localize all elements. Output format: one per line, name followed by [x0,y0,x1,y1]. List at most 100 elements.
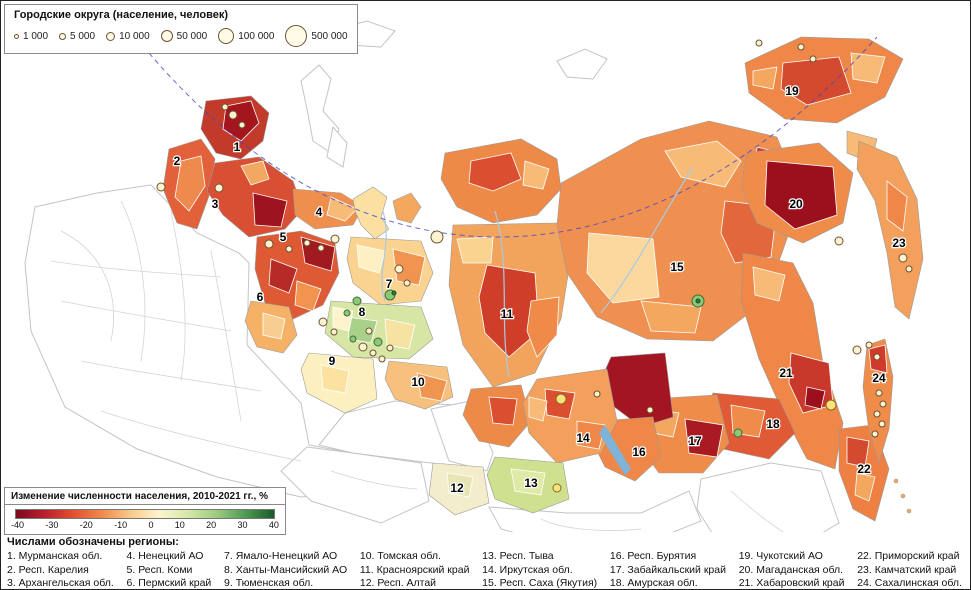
city-size-legend: Городские округа (население, человек) 1 … [4,4,358,54]
map-region-number: 6 [257,290,264,304]
map-region-number: 2 [174,154,181,168]
region-list-item: 3. Архангельская обл. [7,577,114,589]
city-marker [403,279,411,287]
circle-legend-item: 50 000 [160,30,208,42]
region-list-item: 2. Респ. Карелия [7,563,89,576]
map-region-number: 12 [450,481,464,495]
map-region-number: 1 [234,140,241,154]
color-legend-tick: 40 [268,520,279,530]
city-marker [825,399,837,411]
city-marker [156,182,166,192]
circle-legend-label: 50 000 [176,30,208,42]
region-list-item: 8. Ханты-Мансийский АО [224,563,348,576]
city-marker [349,335,357,343]
region-yamal [346,186,434,306]
city-marker [593,390,601,398]
city-marker [733,428,743,438]
color-legend-tick: -10 [114,520,128,530]
lake-baikal [599,425,631,475]
city-marker [555,393,567,405]
circle-legend-label: 1 000 [23,30,49,42]
map-region-number: 10 [411,375,425,389]
city-marker [695,298,701,304]
circle-legend-label: 100 000 [238,30,275,42]
map-region-number: 22 [857,462,871,476]
circle-legend-label: 10 000 [119,30,150,42]
city-marker [755,39,763,47]
region-magadan [740,142,854,244]
city-marker [905,265,913,273]
color-gradient-bar [15,509,275,519]
region-komi [254,230,340,320]
map-region-number: 18 [766,417,780,431]
city-marker [373,337,383,347]
city-markers-layer [156,39,913,493]
city-marker [873,353,881,361]
map-region-number: 14 [576,431,590,445]
map-region-number: 8 [359,305,366,319]
city-marker [430,230,444,244]
circle-legend-label: 5 000 [70,30,96,42]
no-data-district-borders [50,200,792,538]
region-list-item: 4. Ненецкий АО [126,550,204,562]
city-marker [285,245,293,253]
city-marker [264,239,274,249]
region-list-item: 12. Респ. Алтай [359,577,437,589]
city-marker [898,253,908,263]
region-index: Числами обозначены регионы: 1. Мурманска… [1,532,970,589]
map-region-number: 15 [670,260,684,274]
city-marker [879,400,887,408]
map-region-number: 9 [329,354,336,368]
region-tyva [486,456,570,514]
city-marker [834,236,844,246]
city-marker [365,327,373,335]
color-legend-tick: -40 [11,520,25,530]
region-altai [428,462,490,516]
map-region-number: 17 [688,434,702,448]
region-list-column: 19. Чукотский АО 20. Магаданская обл. 21. … [738,550,845,589]
city-marker [317,244,325,252]
city-marker [875,389,883,397]
city-size-circle [106,31,116,41]
circle-legend-item: 500 000 [285,25,348,47]
region-chukotka [744,36,904,124]
color-scale-legend: Изменение численности населения, 2010-20… [4,487,286,535]
region-khanty-mansi [324,300,434,360]
region-sakhalin [862,338,912,514]
city-marker [797,43,805,51]
region-list-column: 4. Ненецкий АО 5. Респ. Коми 6. Пермский к… [126,550,212,589]
region-list-item: 15. Респ. Саха (Якутия) [482,577,598,589]
region-list-column: 16. Респ. Бурятия 17. Забайкальский край 1… [609,550,726,589]
map-region-number: 24 [872,371,886,385]
city-marker [221,103,229,111]
city-marker [318,317,328,327]
city-marker [386,344,394,352]
city-marker [378,355,386,363]
region-index-heading: Числами обозначены регионы: [7,536,179,548]
region-list-item: 20. Магаданская обл. [738,563,844,576]
region-list-item: 21. Хабаровский край [738,577,845,589]
city-marker [873,410,881,418]
map-region-number: 23 [892,236,906,250]
city-size-circle [285,25,308,47]
region-list-item: 6. Пермский край [126,577,212,589]
rivers [381,166,694,378]
city-size-circle [14,33,19,39]
region-list-column: 7. Ямало-Ненецкий АО 8. Ханты-Мансийский … [224,550,348,589]
region-list-item: 7. Ямало-Ненецкий АО [224,550,338,562]
region-list-item: 16. Респ. Бурятия [609,550,697,562]
region-khabarovsk [740,252,844,470]
region-list-item: 13. Респ. Тыва [482,550,554,562]
region-nenets [292,188,364,230]
circle-legend-items: 1 000 5 000 10 000 50 000 100 000 500 000 [14,25,348,47]
region-list-column: 13. Респ. Тыва 14. Иркутская обл. 15. Респ… [482,550,598,589]
city-marker [303,239,311,247]
map-region-number: 4 [316,205,323,219]
city-marker [228,110,238,120]
arctic-circle-line [148,36,878,238]
region-list-item: 23. Камчатский край [857,563,957,576]
color-legend-tick: 0 [148,520,154,530]
region-tomsk [384,360,454,410]
